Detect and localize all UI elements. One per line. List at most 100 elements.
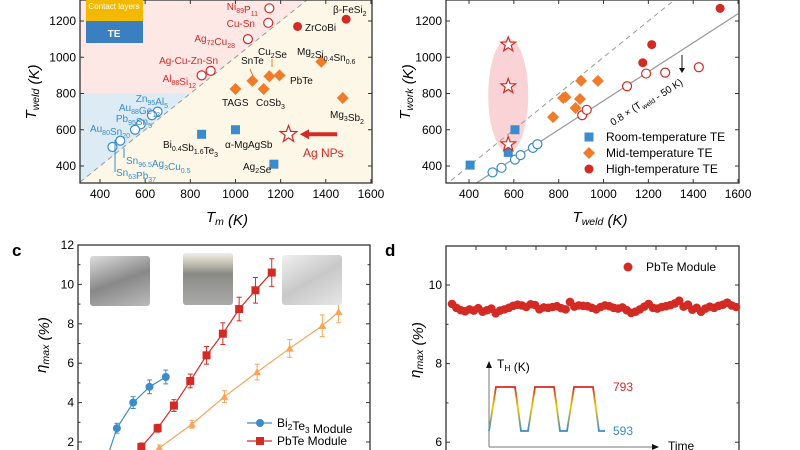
c-legend-label: PbTe Module xyxy=(277,434,347,448)
subscript: 28 xyxy=(227,43,235,50)
a-point-open-circle xyxy=(263,17,274,28)
a-x-tick-label: 400 xyxy=(90,187,110,201)
b-x-axis-label: Tweld (K) xyxy=(573,209,628,229)
text-part: Sn xyxy=(333,53,345,64)
text-part: PbTe Module xyxy=(277,434,347,448)
d-y-tick-label: 10 xyxy=(429,278,443,292)
b-point-open-circle xyxy=(660,67,671,78)
text-part: Sn xyxy=(116,168,128,179)
ag-nps-highlight-ellipse xyxy=(488,38,529,153)
subscript: 80 xyxy=(102,130,110,137)
subscript: 3 xyxy=(281,104,285,111)
subscript: 2 xyxy=(311,53,315,60)
subscript: 0.6 xyxy=(346,59,356,66)
a-x-tick-label: 1000 xyxy=(222,187,249,201)
arrow-snte xyxy=(249,68,254,77)
b-y-tick-label: 600 xyxy=(422,123,442,137)
c-series-line xyxy=(109,376,167,450)
c-point-square xyxy=(153,424,162,433)
a-point-open-circle xyxy=(107,141,118,153)
reference-line-y-equals-x xyxy=(450,0,675,181)
b-point-star xyxy=(499,76,518,94)
text-part: Ag xyxy=(243,162,255,173)
subscript: 0.4 xyxy=(172,146,182,153)
subscript: 88 xyxy=(172,80,180,87)
subscript: weld xyxy=(30,88,42,111)
text-part: Cu xyxy=(214,37,227,48)
b-point-open-circle xyxy=(621,81,633,92)
subscript: 72 xyxy=(207,40,215,47)
c-point-triangle xyxy=(334,307,343,316)
text-part: Sn xyxy=(136,117,148,128)
ag-nps-arrow xyxy=(299,129,338,140)
b-x-tick-label: 1600 xyxy=(725,187,752,201)
a-point-square xyxy=(197,129,207,139)
b-x-tick-label: 1200 xyxy=(635,187,662,201)
subscript: 0.5 xyxy=(181,168,191,175)
c-point-square xyxy=(235,305,244,314)
a-point-circle xyxy=(341,14,351,24)
a-point-label: Pb95Sn5 xyxy=(116,114,152,130)
a-point-diamond xyxy=(246,74,259,87)
text-part: T xyxy=(206,209,217,226)
b-point-open-circle xyxy=(515,150,526,161)
b-legend-label: Mid-temperature TE xyxy=(606,146,712,160)
c-point-square xyxy=(267,268,276,277)
a-point-label: CoSb3 xyxy=(256,98,285,111)
subscript: 3 xyxy=(164,165,168,172)
c-y-tick-label: 4 xyxy=(67,396,74,410)
d-y-tick-label: 6 xyxy=(435,435,442,449)
a-point-circle xyxy=(293,21,303,31)
subscript: H xyxy=(504,363,510,373)
a-point-label: Zn95Al5 xyxy=(136,94,168,110)
a-point-diamond xyxy=(315,55,328,68)
d-y-tick-label: 8 xyxy=(435,357,442,371)
b-point-diamond xyxy=(575,74,588,87)
a-point-label: TAGS xyxy=(222,98,249,109)
text-part: T xyxy=(497,357,505,371)
b-legend-label: Room-temperature TE xyxy=(606,130,725,144)
c-point-circle xyxy=(145,382,154,391)
c-point-square xyxy=(169,401,178,410)
text-part: T xyxy=(397,109,414,120)
c-y-tick-label: 8 xyxy=(67,317,74,331)
a-point-label: Bi0.4Sb1.6Te3 xyxy=(163,140,218,159)
d-point xyxy=(561,305,570,314)
a-point-label: Au80Sn20 xyxy=(90,124,130,140)
subscript: 11 xyxy=(251,11,258,18)
a-y-axis-label: Tweld (K) xyxy=(23,65,43,120)
text-part: Ge xyxy=(139,106,153,117)
subscript: 37 xyxy=(148,177,156,184)
text-part: - 50 K) xyxy=(652,77,685,104)
text-part: (K) xyxy=(400,64,417,88)
text-part: (%) xyxy=(36,317,53,345)
text-part: Cu xyxy=(168,162,181,173)
temperature-profile-line xyxy=(488,386,605,432)
text-part: Ag xyxy=(194,34,206,45)
text-part: η xyxy=(33,365,50,373)
third-module-photo xyxy=(282,255,342,305)
b-legend-marker xyxy=(584,132,594,142)
a-x-tick-label: 600 xyxy=(135,187,155,201)
c-point-triangle xyxy=(187,420,196,428)
subscript: 3 xyxy=(344,116,348,123)
c-y-tick-label: 12 xyxy=(61,238,75,252)
text-part: Sn xyxy=(110,127,122,138)
text-part: TAGS xyxy=(222,98,249,109)
b-x-tick-label: 1400 xyxy=(680,187,707,201)
text-part: Te xyxy=(292,419,305,433)
text-part: Au xyxy=(119,103,131,114)
text-part: (K) xyxy=(224,212,248,229)
c-legend-marker xyxy=(256,419,264,427)
a-point-star xyxy=(278,123,299,143)
c-point-circle xyxy=(161,372,170,381)
a-point-open-circle xyxy=(205,65,216,76)
a-point-label: Au88Ge12 xyxy=(119,103,160,119)
text-part: T xyxy=(23,108,40,119)
c-point-square xyxy=(251,286,260,295)
c-y-tick-label: 2 xyxy=(67,435,74,449)
text-part: Ag-Cu-Zn-Sn xyxy=(159,56,218,67)
subscript: 5 xyxy=(164,103,168,110)
a-point-diamond xyxy=(263,70,276,83)
c-point-triangle xyxy=(220,392,229,400)
